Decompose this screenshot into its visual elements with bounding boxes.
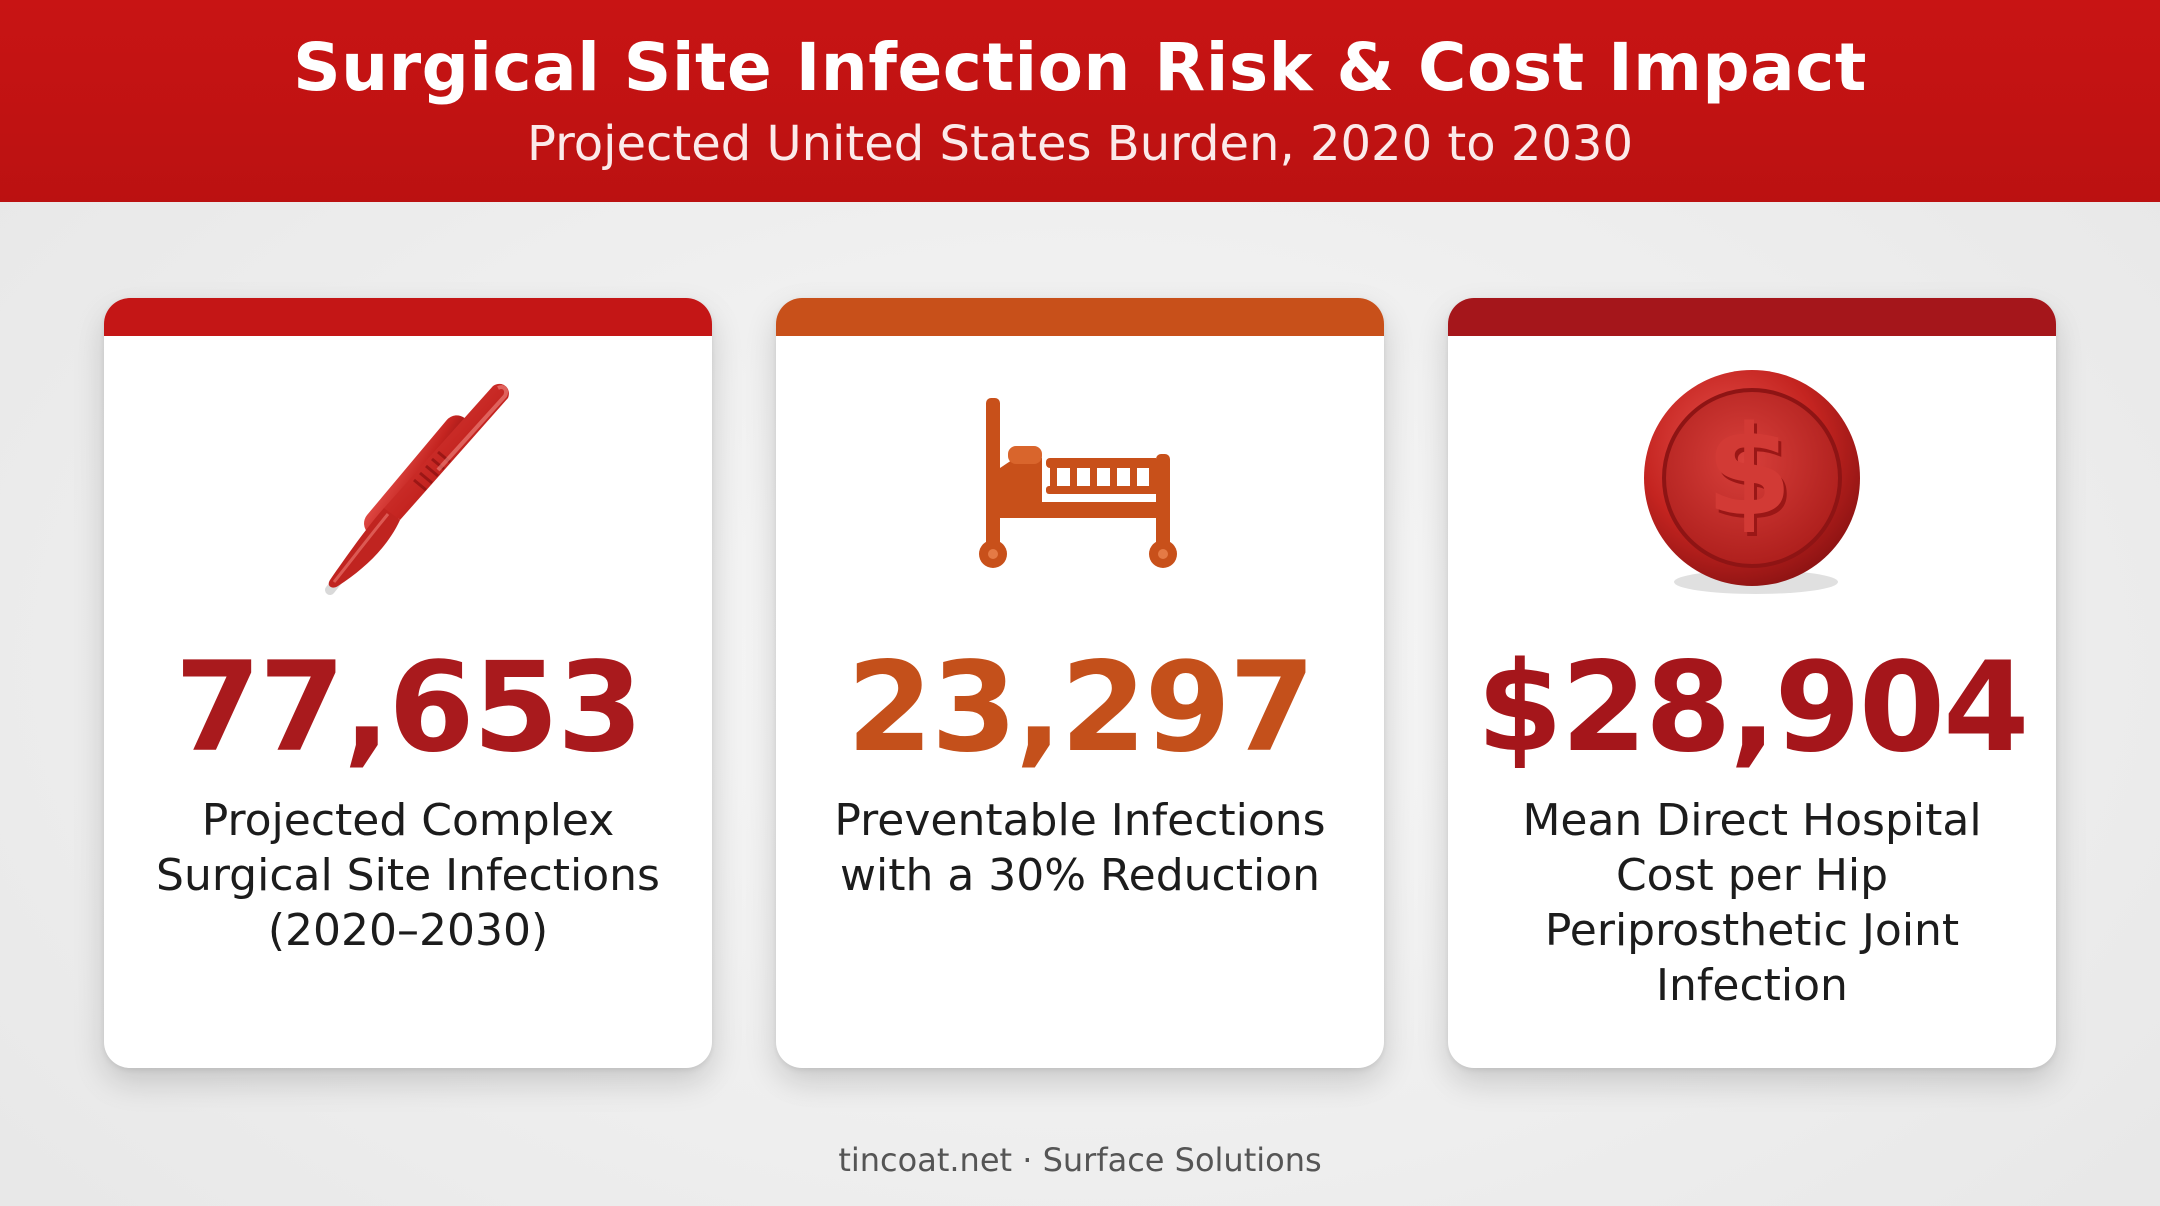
header-banner: Surgical Site Infection Risk & Cost Impa… xyxy=(0,0,2160,202)
card-accent-bar xyxy=(1448,298,2056,336)
svg-text:$: $ xyxy=(1706,400,1792,544)
stat-description: Mean Direct Hospital Cost per Hip Peripr… xyxy=(1522,795,1982,1011)
scalpel-icon xyxy=(104,368,712,608)
stat-card-preventable: 23,297 Preventable Infections with a 30%… xyxy=(776,298,1384,1068)
page-title: Surgical Site Infection Risk & Cost Impa… xyxy=(293,29,1867,106)
stat-description: Projected Complex Surgical Site Infectio… xyxy=(156,795,660,956)
stat-value: $28,904 xyxy=(1476,636,2030,780)
svg-text:$: $ xyxy=(1709,404,1795,548)
stat-value: 23,297 xyxy=(846,636,1316,780)
card-accent-bar xyxy=(104,298,712,336)
footer-credit: tincoat.net · Surface Solutions xyxy=(838,1141,1322,1179)
stat-card-cost: $ $ $28,904 Mean Direct Hospital Cost pe… xyxy=(1448,298,2056,1068)
dollar-coin-icon: $ $ xyxy=(1448,368,2056,608)
hospital-bed-icon xyxy=(776,368,1384,608)
stat-value: 77,653 xyxy=(174,636,644,780)
stat-description: Preventable Infections with a 30% Reduct… xyxy=(834,795,1326,901)
stat-card-infections: 77,653 Projected Complex Surgical Site I… xyxy=(104,298,712,1068)
page-subtitle: Projected United States Burden, 2020 to … xyxy=(527,116,1633,172)
card-accent-bar xyxy=(776,298,1384,336)
